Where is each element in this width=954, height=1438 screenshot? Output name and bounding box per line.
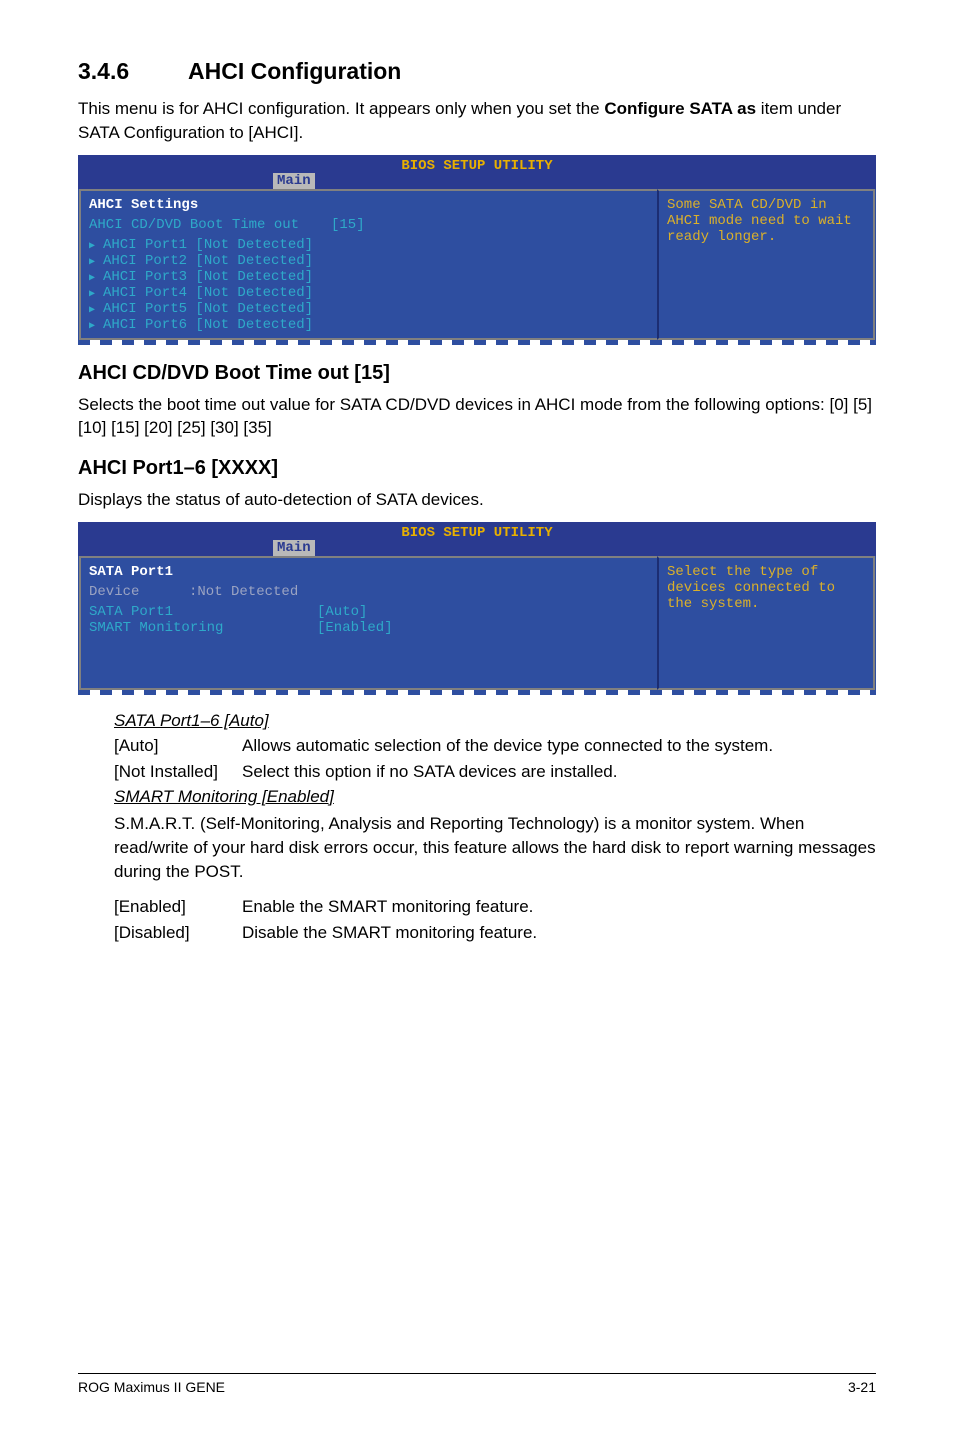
bios-setting-label: AHCI CD/DVD Boot Time out [89, 217, 331, 233]
option-row: [Not Installed] Select this option if no… [114, 759, 773, 785]
bios-port-row: AHCI Port2 [Not Detected] [89, 253, 649, 269]
sub-subheading-smart: SMART Monitoring [Enabled] [114, 785, 876, 809]
options-table-sata-port: [Auto] Allows automatic selection of the… [114, 733, 773, 785]
bios-port-row: AHCI Port5 [Not Detected] [89, 301, 649, 317]
option-key: [Disabled] [114, 920, 242, 946]
bios-section-heading: AHCI Settings [89, 197, 649, 213]
bios-tab-main: Main [273, 540, 315, 556]
option-key: [Auto] [114, 733, 242, 759]
option-value: Enable the SMART monitoring feature. [242, 894, 537, 920]
option-key: [Enabled] [114, 894, 242, 920]
page: 3.4.6AHCI Configuration This menu is for… [0, 0, 954, 1438]
bios-port-row: AHCI Port1 [Not Detected] [89, 237, 649, 253]
bios-tab-main: Main [273, 173, 315, 189]
option-value: Select this option if no SATA devices ar… [242, 759, 773, 785]
bios-help-pane: Some SATA CD/DVD in AHCI mode need to wa… [657, 189, 875, 340]
section-intro: This menu is for AHCI configuration. It … [78, 97, 876, 145]
bios-header: BIOS SETUP UTILITY Main [78, 155, 876, 189]
bios-row-value: [Auto] [317, 604, 367, 620]
bios-setting-row: SMART Monitoring [Enabled] [89, 620, 649, 636]
option-value: Disable the SMART monitoring feature. [242, 920, 537, 946]
bios-row-value: [Enabled] [317, 620, 393, 636]
bios-device-label: Device [89, 584, 189, 600]
text-boot-timeout: Selects the boot time out value for SATA… [78, 393, 876, 441]
section-number: 3.4.6 [78, 55, 188, 87]
option-row: [Disabled] Disable the SMART monitoring … [114, 920, 537, 946]
bios-help-text: Select the type of devices connected to … [667, 564, 835, 612]
bios-row-label: SMART Monitoring [89, 620, 317, 636]
bios-help-pane: Select the type of devices connected to … [657, 556, 875, 690]
option-key: [Not Installed] [114, 759, 242, 785]
intro-text-a: This menu is for AHCI configuration. It … [78, 99, 604, 118]
bios-port-row: AHCI Port3 [Not Detected] [89, 269, 649, 285]
options-table-smart: [Enabled] Enable the SMART monitoring fe… [114, 894, 537, 946]
bios-body: AHCI Settings AHCI CD/DVD Boot Time out … [78, 189, 876, 340]
bios-port-row: AHCI Port6 [Not Detected] [89, 317, 649, 333]
bios-header: BIOS SETUP UTILITY Main [78, 522, 876, 556]
text-smart: S.M.A.R.T. (Self-Monitoring, Analysis an… [114, 812, 876, 883]
bios-device-value: :Not Detected [189, 584, 298, 600]
bios-left-pane: AHCI Settings AHCI CD/DVD Boot Time out … [79, 189, 657, 340]
option-value: Allows automatic selection of the device… [242, 733, 773, 759]
bios-section-heading: SATA Port1 [89, 564, 649, 580]
option-row: [Enabled] Enable the SMART monitoring fe… [114, 894, 537, 920]
bios-setting-value: [15] [331, 217, 365, 233]
bios-title: BIOS SETUP UTILITY [78, 157, 876, 174]
bios-row-label: SATA Port1 [89, 604, 317, 620]
option-row: [Auto] Allows automatic selection of the… [114, 733, 773, 759]
sub-subheading-sata-port: SATA Port1–6 [Auto] [114, 709, 876, 733]
text-ports: Displays the status of auto-detection of… [78, 488, 876, 512]
intro-text-bold: Configure SATA as [604, 99, 756, 118]
bios-setting-row: SATA Port1 [Auto] [89, 604, 649, 620]
section-title: AHCI Configuration [188, 58, 401, 84]
bios-body: SATA Port1 Device :Not Detected SATA Por… [78, 556, 876, 690]
section-heading: 3.4.6AHCI Configuration [78, 55, 876, 87]
bios-left-pane: SATA Port1 Device :Not Detected SATA Por… [79, 556, 657, 690]
bios-panel-ahci-settings: BIOS SETUP UTILITY Main AHCI Settings AH… [78, 155, 876, 345]
bios-help-text: Some SATA CD/DVD in AHCI mode need to wa… [667, 197, 852, 245]
bios-title: BIOS SETUP UTILITY [78, 524, 876, 541]
bios-device-row: Device :Not Detected [89, 584, 649, 600]
footer-right: 3-21 [848, 1378, 876, 1398]
bios-panel-sata-port: BIOS SETUP UTILITY Main SATA Port1 Devic… [78, 522, 876, 695]
bios-setting-row: AHCI CD/DVD Boot Time out [15] [89, 217, 649, 233]
bios-port-row: AHCI Port4 [Not Detected] [89, 285, 649, 301]
subheading-boot-timeout: AHCI CD/DVD Boot Time out [15] [78, 359, 876, 387]
subheading-ports: AHCI Port1–6 [XXXX] [78, 454, 876, 482]
page-footer: ROG Maximus II GENE 3-21 [78, 1373, 876, 1398]
footer-left: ROG Maximus II GENE [78, 1378, 225, 1398]
